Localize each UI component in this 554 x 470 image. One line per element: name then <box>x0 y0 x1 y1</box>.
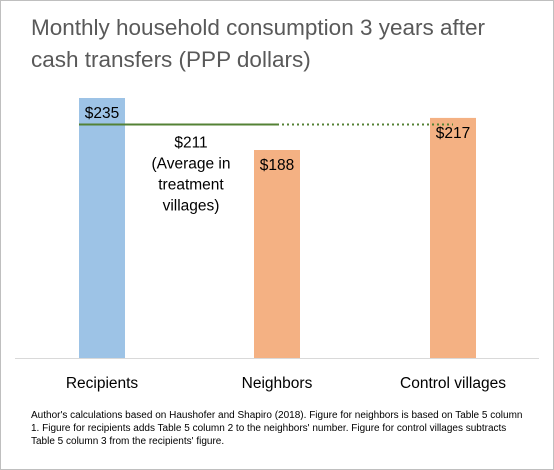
average-line-label-line: (Average in <box>152 156 231 173</box>
average-line-label-line: treatment <box>158 177 224 194</box>
data-label: $188 <box>260 157 294 174</box>
average-line-label: $211 (Average in treatment villages) <box>152 135 231 215</box>
x-tick-label: Control villages <box>400 375 506 392</box>
x-tick-label: Recipients <box>66 375 139 392</box>
chart-title: Monthly household consumption 3 years af… <box>31 15 486 72</box>
average-line-label-line: villages) <box>163 198 220 215</box>
bar-chart: $211 (Average in treatment villages) $235 $18… <box>15 98 539 392</box>
bar-control-villages <box>430 117 476 359</box>
bar-recipients <box>79 98 125 358</box>
data-label: $235 <box>85 105 119 122</box>
chart-footnote: Author's calculations based on Haushofer… <box>31 410 523 447</box>
bar-neighbors <box>254 150 300 358</box>
x-tick-label: Neighbors <box>242 375 313 392</box>
average-line-label-line: $211 <box>174 135 207 152</box>
data-label: $217 <box>436 125 470 142</box>
